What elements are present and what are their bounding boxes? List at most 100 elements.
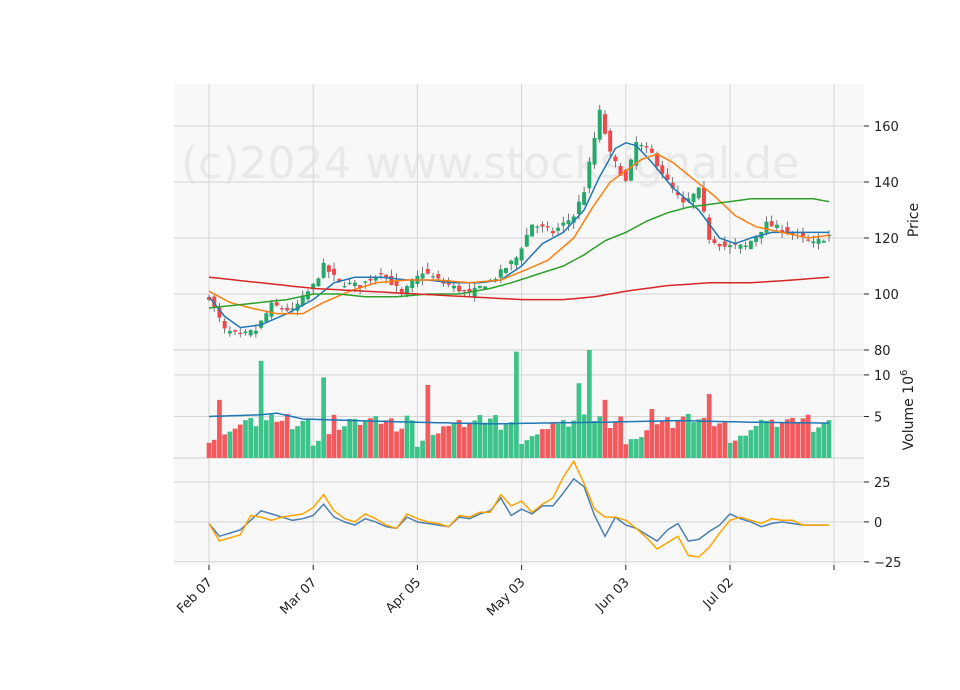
volume-bar bbox=[430, 434, 436, 458]
x-tick-label: Apr 05 bbox=[383, 575, 424, 616]
volume-bar bbox=[420, 440, 425, 458]
volume-bar bbox=[706, 394, 712, 458]
volume-bar bbox=[519, 444, 524, 458]
volume-bar bbox=[383, 420, 389, 458]
volume-bar bbox=[415, 446, 420, 458]
volume-bar bbox=[795, 422, 801, 458]
candle-body bbox=[509, 260, 514, 265]
price-tick-label: 120 bbox=[874, 232, 899, 247]
candle-body bbox=[238, 332, 243, 335]
oscillator-tick-label: −25 bbox=[874, 556, 901, 571]
candle-body bbox=[717, 243, 722, 247]
candle-body bbox=[811, 241, 816, 244]
volume-bar bbox=[321, 377, 326, 458]
candle-body bbox=[790, 232, 795, 235]
candle-body bbox=[446, 282, 451, 285]
candle-body bbox=[524, 234, 529, 247]
volume-bar bbox=[675, 421, 681, 458]
oscillator-tick-label: 25 bbox=[874, 476, 891, 491]
volume-bar bbox=[305, 419, 311, 458]
price-tick-label: 140 bbox=[874, 176, 899, 191]
volume-bar bbox=[300, 420, 306, 458]
candle-body bbox=[248, 330, 253, 336]
candle-body bbox=[337, 278, 342, 282]
volume-bar bbox=[545, 429, 550, 458]
volume-bar bbox=[691, 422, 696, 458]
candle-body bbox=[311, 283, 316, 290]
watermark: (c)2024 www.stocksignal.de bbox=[181, 138, 799, 189]
volume-bar bbox=[451, 422, 457, 458]
volume-bar bbox=[784, 419, 790, 458]
candle-body bbox=[675, 192, 680, 196]
volume-bar bbox=[378, 423, 384, 458]
volume-bar bbox=[446, 425, 452, 458]
volume-bar bbox=[342, 426, 347, 458]
moving-average-line bbox=[208, 141, 829, 329]
volume-bar bbox=[613, 421, 618, 458]
candle-body bbox=[550, 230, 555, 234]
candle-body bbox=[410, 280, 415, 288]
oscillator-tick-label: 0 bbox=[874, 516, 882, 531]
volume-bar bbox=[576, 383, 582, 458]
volume-bar bbox=[498, 429, 504, 458]
volume-bar bbox=[555, 423, 561, 458]
volume-bar bbox=[769, 419, 775, 458]
volume-bar bbox=[316, 440, 321, 458]
moving-average-line bbox=[208, 153, 830, 315]
volume-bar bbox=[685, 413, 691, 458]
volume-bar bbox=[816, 427, 821, 458]
candle-body bbox=[629, 159, 633, 181]
volume-bar bbox=[524, 440, 530, 458]
volume-bar bbox=[477, 415, 483, 458]
candle-body bbox=[233, 330, 238, 332]
candle-body bbox=[373, 276, 378, 281]
volume-bar bbox=[290, 429, 295, 458]
volume-bar bbox=[336, 429, 342, 458]
volume-bar bbox=[623, 444, 629, 458]
volume-bar bbox=[258, 360, 264, 458]
price-tick-label: 80 bbox=[874, 344, 891, 359]
volume-tick-label: 5 bbox=[874, 410, 882, 425]
volume-bar bbox=[743, 435, 748, 458]
volume-bar bbox=[227, 431, 233, 458]
volume-bar bbox=[826, 420, 832, 458]
candle-body bbox=[483, 286, 488, 291]
candle-body bbox=[540, 224, 545, 227]
candle-body bbox=[556, 227, 561, 231]
candle-body bbox=[384, 274, 389, 278]
candle-body bbox=[816, 238, 821, 244]
price-tick-label: 100 bbox=[874, 288, 899, 303]
volume-average-line bbox=[208, 412, 830, 425]
volume-bar bbox=[373, 416, 379, 458]
volume-bar bbox=[237, 424, 243, 458]
candle-body bbox=[352, 282, 357, 287]
candle-body bbox=[681, 197, 686, 203]
volume-bar bbox=[488, 418, 493, 458]
volume-bar bbox=[508, 422, 514, 458]
candle-body bbox=[597, 109, 602, 140]
volume-bar bbox=[597, 416, 603, 458]
candle-body bbox=[665, 174, 670, 181]
candle-body bbox=[576, 201, 581, 214]
candle-body bbox=[462, 290, 467, 292]
volume-bar bbox=[503, 424, 509, 458]
volume-bar bbox=[514, 351, 519, 458]
candle-body bbox=[602, 114, 607, 134]
volume-bar bbox=[607, 427, 613, 458]
volume-bar bbox=[217, 399, 222, 458]
volume-bar bbox=[800, 418, 806, 458]
candle-body bbox=[701, 187, 706, 212]
candle-body bbox=[514, 257, 519, 266]
volume-bar bbox=[659, 420, 665, 458]
candle-body bbox=[655, 153, 660, 167]
volume-tick-label: 10 bbox=[874, 369, 891, 384]
candle-body bbox=[722, 241, 727, 247]
volume-bar bbox=[362, 420, 368, 458]
volume-bar bbox=[732, 440, 738, 458]
volume-bar bbox=[628, 439, 634, 458]
candle-body bbox=[634, 142, 639, 166]
candle-body bbox=[300, 295, 305, 306]
candle-body bbox=[436, 274, 441, 279]
candle-body bbox=[264, 313, 269, 322]
volume-bar bbox=[435, 433, 441, 458]
